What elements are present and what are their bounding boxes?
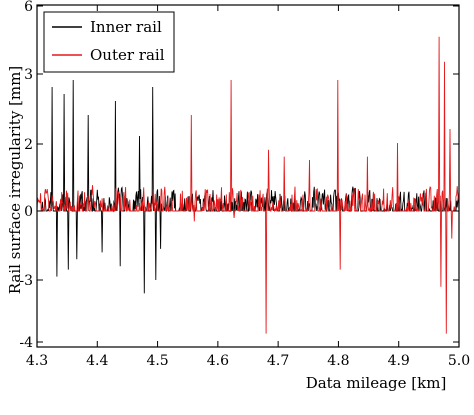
legend-label-inner-rail: Inner rail [90,18,162,36]
x-tick-label: 5.0 [448,353,470,369]
series-lines [36,36,460,334]
x-axis-label: Data mileage [km] [306,374,447,392]
x-tick-label: 4.8 [327,353,349,369]
ticks: 4.3 4.4 4.5 4.6 4.7 4.8 4.9 5.0 6 3 2 0 -3 -4 [19,0,470,369]
legend: Inner rail Outer rail [43,11,175,73]
y-tick-label: -3 [19,273,33,289]
x-tick-label: 4.6 [207,353,229,369]
plot-frame [36,4,460,348]
x-tick-label: 4.3 [26,353,48,369]
x-tick-label: 4.7 [267,353,289,369]
y-tick-label: 2 [24,137,33,153]
y-tick-label: 6 [24,0,33,15]
y-axis-label: Rail surface irregularity [mm] [6,66,24,294]
legend-box [43,11,175,73]
x-tick-label: 4.4 [86,353,108,369]
x-tick-label: 4.9 [388,353,410,369]
legend-label-outer-rail: Outer rail [90,46,165,64]
y-tick-label: 3 [24,67,33,83]
series-line-inner-rail [37,79,460,294]
y-tick-label: 0 [24,204,33,220]
axes [36,4,460,348]
series-line-outer-rail [36,36,460,334]
x-tick-label: 4.5 [146,353,168,369]
y-tick-label: -4 [19,335,33,351]
